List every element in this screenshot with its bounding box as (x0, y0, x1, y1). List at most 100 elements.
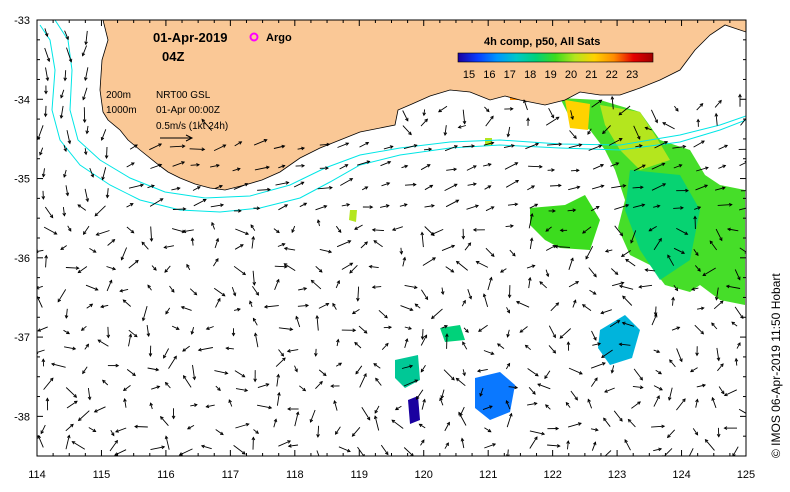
current-vector-head (539, 281, 544, 285)
current-vector (672, 145, 686, 149)
current-vector-head (65, 192, 70, 197)
current-vector (590, 206, 600, 212)
current-vector-head (720, 363, 724, 367)
current-vector (361, 406, 371, 421)
current-vector-head (112, 266, 117, 271)
current-vector (278, 349, 284, 357)
current-vector (380, 444, 389, 455)
current-vector-head (355, 370, 359, 375)
current-vector (519, 326, 528, 333)
current-vector (43, 377, 54, 390)
current-vector (373, 240, 383, 248)
current-vector (60, 245, 67, 250)
current-vector-head (431, 204, 435, 208)
current-vector-head (156, 385, 161, 389)
current-vector-head (716, 433, 721, 438)
current-vector (114, 449, 127, 456)
current-vector-head (385, 204, 390, 208)
current-vector-head (119, 288, 124, 293)
current-vector-head (87, 396, 92, 401)
current-vector-head (675, 108, 679, 112)
current-vector-head (253, 378, 257, 383)
current-vector-head (141, 241, 146, 246)
isobaths (39, 20, 746, 213)
current-vector-head (316, 219, 321, 224)
longitude-labels: 114 115 116 117 118 119 120 121 122 123 124 125 (28, 469, 755, 481)
current-vector-head (239, 244, 244, 248)
current-vector (374, 415, 380, 431)
current-vector-head (597, 342, 602, 346)
current-vector-head (462, 372, 466, 377)
current-vector-head (514, 202, 519, 207)
current-vector-head (221, 292, 226, 297)
current-vector (151, 385, 160, 390)
current-vector (458, 412, 467, 426)
current-vector (693, 249, 699, 256)
current-vector-head (66, 330, 71, 335)
current-vector-head (366, 416, 371, 421)
current-vector-head (528, 276, 532, 281)
current-vector-head (231, 332, 236, 337)
current-vector (83, 225, 90, 235)
current-vector-head (300, 181, 305, 185)
current-vector-head (176, 186, 181, 191)
current-vector (253, 139, 267, 146)
current-vector (545, 404, 551, 410)
current-vector-head (273, 418, 278, 423)
current-vector (462, 369, 466, 376)
current-vector-head (506, 333, 510, 338)
current-vector (667, 429, 676, 438)
current-vector (85, 30, 88, 45)
current-vector-head (391, 419, 396, 424)
current-vector-head (101, 379, 106, 384)
current-vector (441, 245, 455, 252)
lon-tick-label: 116 (157, 469, 175, 481)
current-vector-head (67, 140, 72, 145)
current-vector (550, 302, 559, 312)
current-vector-head (598, 144, 603, 149)
current-vector-head (224, 371, 229, 375)
current-vector-head (63, 174, 67, 178)
current-vector (611, 282, 624, 287)
current-vector (611, 96, 614, 110)
current-vector (37, 435, 44, 448)
current-vector (619, 343, 631, 346)
current-vector-head (509, 412, 513, 417)
current-vector-head (63, 148, 67, 152)
current-vector-head (695, 252, 699, 257)
current-vector-head (678, 164, 683, 168)
current-vector-head (539, 164, 543, 169)
current-vector (548, 345, 556, 354)
current-vector-head (332, 302, 336, 307)
current-vector-head (575, 168, 580, 173)
current-vector-head (648, 227, 653, 232)
current-vector (423, 109, 426, 116)
current-vector (709, 240, 718, 251)
current-vector (360, 241, 368, 249)
current-vector-head (610, 369, 615, 374)
current-vector (671, 326, 680, 331)
current-vector (172, 208, 186, 210)
current-vector-head (63, 77, 67, 82)
current-vector-head (280, 352, 285, 357)
current-vector-head (423, 334, 428, 339)
current-vector-head (465, 329, 469, 333)
current-vector-head (319, 380, 323, 385)
current-vector-head (639, 376, 643, 381)
current-vector-head (232, 292, 237, 297)
current-vector-head (211, 221, 215, 226)
current-vector (568, 144, 582, 149)
current-vector-head (455, 377, 460, 382)
current-vector-head (737, 342, 741, 346)
current-vector-head (128, 333, 133, 338)
current-vector-head (653, 313, 658, 318)
current-vector (696, 384, 706, 388)
current-vector-head (291, 229, 295, 234)
lon-tick-label: 119 (350, 469, 368, 481)
current-vector (276, 374, 279, 387)
current-vector (673, 207, 684, 209)
current-vector (126, 226, 134, 234)
current-vector-head (704, 184, 709, 188)
current-vector (537, 383, 551, 390)
current-vector (653, 349, 660, 353)
